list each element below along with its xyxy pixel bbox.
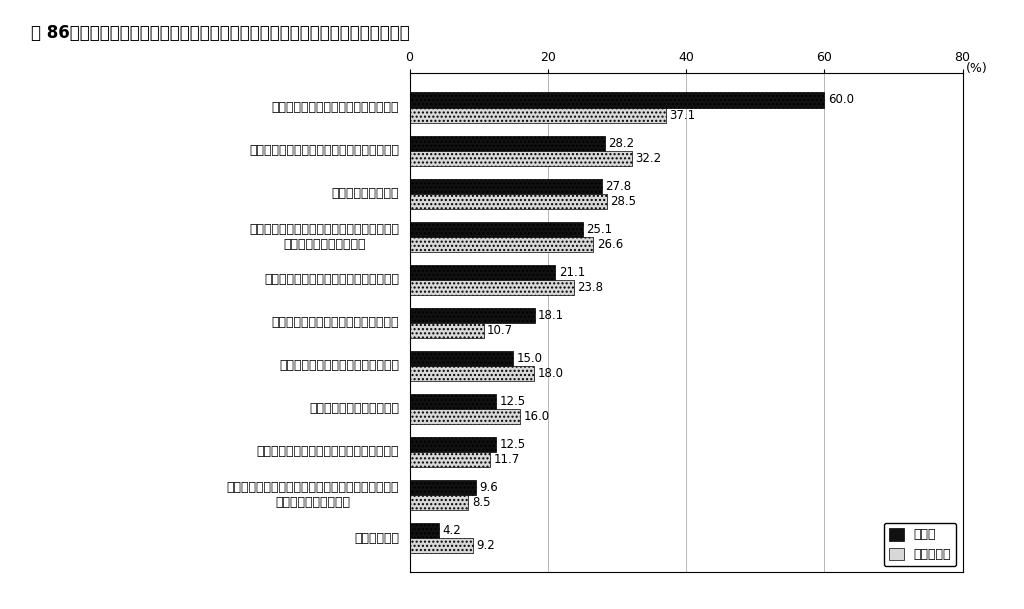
Text: 16.0: 16.0 — [523, 410, 550, 423]
Text: 12.5: 12.5 — [500, 395, 525, 408]
Bar — [410, 394, 496, 409]
Text: コース受講や資格取得の効果が定かでない: コース受講や資格取得の効果が定かでない — [257, 445, 399, 459]
Bar — [410, 222, 583, 237]
Bar — [410, 237, 594, 252]
Legend: 正社員, 正社員以外: 正社員, 正社員以外 — [884, 523, 956, 566]
Text: 費用がかかりすぎる: 費用がかかりすぎる — [332, 187, 399, 200]
Bar — [410, 308, 535, 323]
Text: 28.2: 28.2 — [608, 136, 634, 150]
Text: 8.5: 8.5 — [472, 496, 490, 509]
Bar — [410, 523, 438, 538]
Text: 自己啓発の結果が社内で評価されない: 自己啓発の結果が社内で評価されない — [271, 316, 399, 329]
Text: 60.0: 60.0 — [827, 94, 854, 107]
Bar — [410, 323, 483, 338]
Bar — [410, 366, 535, 381]
Text: 仕事が忙しくて自己啓発の余裕がない: 仕事が忙しくて自己啓発の余裕がない — [271, 101, 399, 114]
Bar — [410, 280, 574, 295]
Text: どのようなコースが自分の目指すキャリアに
　適切なのかわからない: どのようなコースが自分の目指すキャリアに 適切なのかわからない — [250, 223, 399, 251]
Text: 9.6: 9.6 — [479, 481, 498, 494]
Text: (%): (%) — [966, 62, 988, 76]
Text: 37.1: 37.1 — [670, 108, 695, 122]
Bar — [410, 452, 490, 467]
Bar — [410, 178, 602, 194]
Text: 10.7: 10.7 — [487, 324, 513, 337]
Text: 9.2: 9.2 — [476, 539, 496, 552]
Text: 15.0: 15.0 — [517, 352, 543, 365]
Text: 図 86　自己啓発を行う上での問題点の内訳（正社員・正社員以外）（複数回答）: 図 86 自己啓発を行う上での問題点の内訳（正社員・正社員以外）（複数回答） — [31, 24, 410, 43]
Text: 休暇取得・定時退社・早退・短時間勤務の選択等が
会社の都合でできない: 休暇取得・定時退社・早退・短時間勤務の選択等が 会社の都合でできない — [227, 481, 399, 509]
Text: 26.6: 26.6 — [597, 238, 624, 251]
Bar — [410, 480, 476, 495]
Bar — [410, 93, 824, 108]
Text: 23.8: 23.8 — [578, 281, 603, 294]
Text: 27.8: 27.8 — [605, 180, 632, 192]
Bar — [410, 136, 604, 150]
Text: その他の問題: その他の問題 — [354, 532, 399, 544]
Text: 適当な教育訓練機関が見つからない: 適当な教育訓練機関が見つからない — [280, 359, 399, 372]
Bar — [410, 265, 555, 280]
Text: 家事・育児が忙しくて自己啓発の余裕がない: 家事・育児が忙しくて自己啓発の余裕がない — [250, 144, 399, 157]
Text: 18.0: 18.0 — [538, 367, 563, 380]
Bar — [410, 108, 666, 122]
Text: 28.5: 28.5 — [610, 195, 636, 208]
Text: 自分の目指すべきキャリアがわからない: 自分の目指すべきキャリアがわからない — [264, 273, 399, 286]
Text: 18.1: 18.1 — [539, 309, 564, 322]
Text: 21.1: 21.1 — [559, 266, 585, 279]
Bar — [410, 351, 513, 366]
Text: 4.2: 4.2 — [442, 524, 461, 537]
Bar — [410, 409, 520, 424]
Bar — [410, 437, 496, 452]
Bar — [410, 495, 468, 510]
Text: 12.5: 12.5 — [500, 438, 525, 451]
Text: 25.1: 25.1 — [587, 223, 612, 236]
Text: 11.7: 11.7 — [494, 453, 520, 466]
Bar — [410, 538, 473, 553]
Bar — [410, 194, 606, 209]
Text: コース等の情報が得にくい: コース等の情報が得にくい — [309, 403, 399, 415]
Text: 32.2: 32.2 — [636, 152, 662, 164]
Bar — [410, 150, 632, 166]
